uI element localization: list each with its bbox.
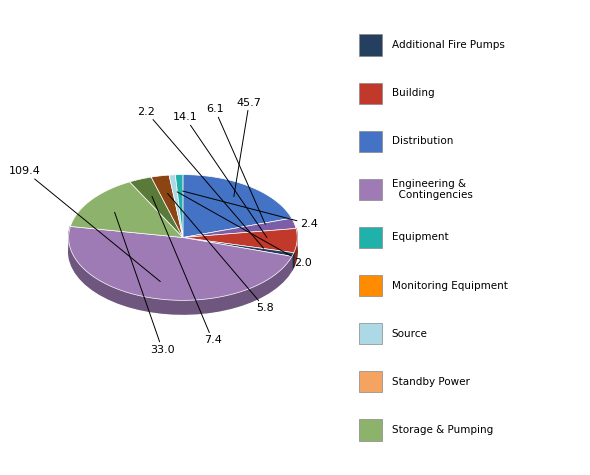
Text: 45.7: 45.7 <box>234 97 261 197</box>
Text: 33.0: 33.0 <box>114 212 175 354</box>
FancyBboxPatch shape <box>359 227 382 248</box>
Polygon shape <box>68 227 292 314</box>
Text: Standby Power: Standby Power <box>392 377 470 387</box>
Polygon shape <box>183 218 296 238</box>
Text: 7.4: 7.4 <box>152 196 222 345</box>
Text: Storage & Pumping: Storage & Pumping <box>392 425 493 435</box>
FancyBboxPatch shape <box>359 83 382 104</box>
Polygon shape <box>169 175 183 238</box>
Text: 2.4: 2.4 <box>183 191 317 229</box>
Text: 2.2: 2.2 <box>137 107 264 248</box>
Text: Equipment: Equipment <box>392 232 448 243</box>
Polygon shape <box>183 228 297 253</box>
FancyBboxPatch shape <box>359 323 382 344</box>
Polygon shape <box>70 182 183 238</box>
Polygon shape <box>183 238 294 256</box>
Text: Monitoring Equipment: Monitoring Equipment <box>392 281 507 291</box>
Text: Engineering &
  Contingencies: Engineering & Contingencies <box>392 179 473 200</box>
Text: 2.0: 2.0 <box>178 192 312 267</box>
Polygon shape <box>68 189 297 314</box>
Text: Distribution: Distribution <box>392 136 453 146</box>
Text: Building: Building <box>392 88 434 98</box>
Polygon shape <box>183 175 291 238</box>
FancyBboxPatch shape <box>359 371 382 392</box>
FancyBboxPatch shape <box>359 34 382 56</box>
FancyBboxPatch shape <box>359 179 382 200</box>
Text: Additional Fire Pumps: Additional Fire Pumps <box>392 40 504 50</box>
Text: 5.8: 5.8 <box>168 193 274 314</box>
Polygon shape <box>151 175 183 238</box>
Polygon shape <box>294 228 297 266</box>
Polygon shape <box>175 175 183 238</box>
Text: Source: Source <box>392 329 428 339</box>
FancyBboxPatch shape <box>359 131 382 152</box>
Text: 6.1: 6.1 <box>206 104 266 224</box>
Polygon shape <box>68 227 292 300</box>
FancyBboxPatch shape <box>359 419 382 441</box>
FancyBboxPatch shape <box>359 275 382 296</box>
Polygon shape <box>292 253 294 270</box>
Polygon shape <box>130 177 183 238</box>
Text: 109.4: 109.4 <box>9 166 160 282</box>
Text: 14.1: 14.1 <box>173 113 267 238</box>
